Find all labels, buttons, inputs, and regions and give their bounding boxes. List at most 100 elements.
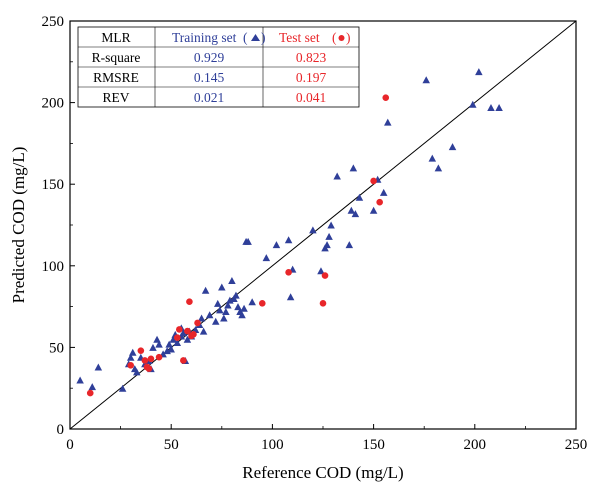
training-point — [327, 221, 335, 229]
training-point — [434, 164, 443, 172]
training-point — [309, 226, 317, 234]
training-point — [317, 267, 325, 275]
training-point — [422, 76, 430, 84]
test-point — [173, 334, 181, 341]
training-point — [179, 329, 188, 337]
training-point — [272, 241, 281, 249]
training-point — [333, 172, 341, 180]
training-point — [284, 236, 293, 244]
training-point — [118, 384, 127, 392]
training-point — [448, 143, 457, 151]
training-point — [428, 154, 437, 162]
training-point — [133, 368, 141, 376]
training-point — [155, 340, 163, 348]
training-point — [240, 304, 248, 312]
training-point — [126, 353, 135, 361]
training-point — [384, 118, 392, 126]
training-point — [347, 206, 356, 214]
training-point — [173, 339, 182, 347]
training-point — [495, 103, 503, 111]
test-point — [141, 357, 149, 364]
training-point — [244, 237, 252, 245]
stats-row-training: 0.021 — [194, 90, 224, 105]
training-point — [248, 298, 256, 306]
reference-line — [69, 20, 577, 430]
training-point — [149, 343, 157, 351]
training-point — [379, 188, 388, 196]
stats-row-metric: REV — [103, 90, 130, 105]
x-tick-label: 200 — [464, 437, 487, 453]
training-point — [234, 303, 242, 311]
x-tick-label: 50 — [164, 437, 179, 453]
test-point — [147, 355, 155, 363]
data-points — [76, 68, 503, 397]
test-point — [194, 319, 201, 327]
test-point — [285, 269, 292, 276]
training-point — [205, 311, 214, 319]
stats-header-training-triangle-icon — [251, 34, 260, 41]
training-point — [153, 335, 161, 343]
training-point — [201, 286, 210, 294]
test-point — [180, 357, 187, 364]
stats-header-training-marker-close: ) — [261, 30, 266, 45]
stats-row-test: 0.197 — [296, 70, 327, 85]
stats-row-training: 0.145 — [194, 70, 225, 85]
y-tick-label: 200 — [42, 96, 65, 112]
test-point — [382, 94, 390, 102]
training-point — [323, 241, 331, 249]
training-point — [469, 100, 477, 108]
training-point — [222, 307, 230, 315]
test-point — [137, 347, 145, 354]
training-point — [262, 254, 271, 262]
y-tick-label: 50 — [49, 340, 64, 356]
x-tick-label: 250 — [565, 437, 588, 453]
test-point — [186, 298, 193, 306]
y-tick-label: 0 — [57, 422, 65, 438]
x-tick-label: 0 — [66, 437, 74, 453]
test-point — [190, 331, 197, 338]
axis-ticks: 0 50 100 150 200 250 0 50 100 150 200 250 — [42, 14, 588, 453]
test-point — [184, 327, 191, 335]
y-tick-label: 250 — [42, 14, 65, 30]
x-tick-label: 150 — [362, 437, 385, 453]
training-point — [232, 291, 240, 299]
stats-row-training: 0.929 — [194, 50, 225, 65]
training-point — [325, 232, 333, 240]
training-point — [183, 335, 192, 343]
stats-header-test-marker: ( — [332, 30, 337, 45]
training-point — [355, 193, 364, 201]
stats-header-test-marker-close: ) — [346, 30, 351, 45]
stats-row-metric: R-square — [92, 50, 141, 65]
training-point — [286, 293, 295, 301]
training-point — [216, 306, 224, 314]
training-point — [88, 383, 97, 391]
training-point — [94, 363, 103, 371]
training-point — [224, 301, 232, 309]
training-point — [475, 68, 483, 76]
stats-table: MLR Training set ( ) Test set ( ) R-squa… — [77, 26, 360, 108]
training-point — [228, 276, 236, 284]
test-point — [127, 362, 135, 369]
test-point — [86, 389, 94, 397]
stats-header-model: MLR — [101, 30, 130, 45]
test-point — [175, 326, 183, 333]
training-point — [487, 103, 495, 111]
training-point — [351, 210, 360, 218]
training-point — [211, 317, 220, 325]
y-tick-label: 150 — [42, 177, 65, 193]
x-tick-label: 100 — [261, 437, 284, 453]
test-point — [145, 365, 153, 372]
stats-header-test: Test set — [279, 30, 320, 45]
training-point — [128, 348, 137, 356]
training-point — [169, 335, 177, 343]
training-point — [369, 206, 378, 214]
test-point — [370, 177, 377, 185]
x-axis-title: Reference COD (mg/L) — [242, 463, 403, 482]
training-point — [349, 164, 358, 172]
y-axis-title: Predicted COD (mg/L) — [9, 147, 28, 304]
training-point — [76, 376, 84, 384]
training-point — [220, 314, 228, 322]
training-point — [167, 345, 175, 353]
